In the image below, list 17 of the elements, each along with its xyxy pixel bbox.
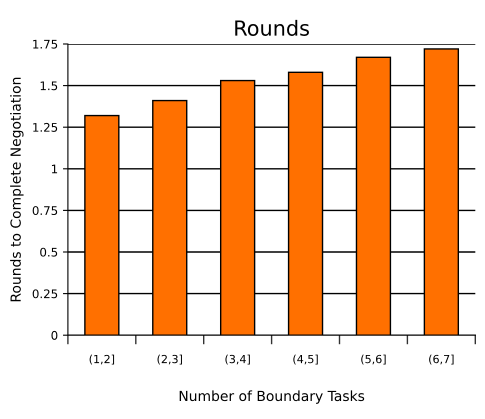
x-tick-label: (1,2]	[90, 354, 114, 365]
y-tick-label: 0.25	[32, 289, 58, 298]
x-axis-title: Number of Boundary Tasks	[180, 390, 364, 404]
x-tick-label: (6,7]	[429, 354, 454, 365]
x-tick-label: (5,6]	[361, 354, 386, 365]
x-tick-label: (3,4]	[225, 354, 250, 365]
x-tick-label: (4,5]	[293, 354, 318, 365]
y-axis-title: Rounds to Complete Negotiation	[10, 78, 24, 302]
y-tick-label: 1.25	[33, 122, 58, 132]
y-tick-label: 0.5	[40, 248, 58, 257]
y-tick-label: 0.75	[32, 206, 58, 216]
y-tick-label: 0	[51, 330, 58, 340]
y-tick-label: 1.75	[33, 40, 58, 49]
y-tick-label: 1.5	[40, 81, 58, 90]
x-tick-label: (2,3]	[158, 354, 182, 365]
chart-title: Rounds	[235, 20, 309, 36]
y-tick-label: 1	[52, 164, 58, 174]
